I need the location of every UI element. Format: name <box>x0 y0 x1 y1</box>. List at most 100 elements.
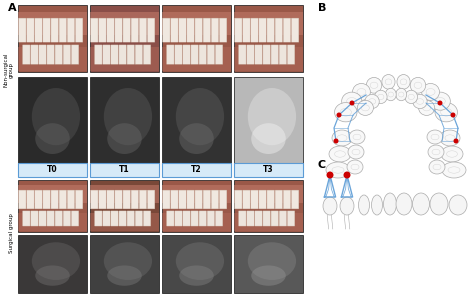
Ellipse shape <box>248 242 296 280</box>
Circle shape <box>454 138 458 143</box>
Bar <box>18 213 87 231</box>
FancyBboxPatch shape <box>18 190 26 209</box>
FancyBboxPatch shape <box>91 18 98 42</box>
Circle shape <box>450 112 456 117</box>
Bar <box>234 213 303 231</box>
FancyBboxPatch shape <box>292 190 299 209</box>
FancyBboxPatch shape <box>31 45 38 64</box>
FancyBboxPatch shape <box>51 18 58 42</box>
Ellipse shape <box>358 195 370 215</box>
FancyBboxPatch shape <box>271 45 279 64</box>
Ellipse shape <box>365 94 379 109</box>
Bar <box>90 77 159 165</box>
FancyBboxPatch shape <box>292 18 299 42</box>
Ellipse shape <box>430 193 448 215</box>
FancyBboxPatch shape <box>207 211 215 226</box>
Text: T3: T3 <box>263 165 274 175</box>
FancyBboxPatch shape <box>191 211 199 226</box>
FancyBboxPatch shape <box>166 45 174 64</box>
Bar <box>162 185 231 203</box>
Bar <box>18 12 87 35</box>
FancyBboxPatch shape <box>67 190 75 209</box>
FancyBboxPatch shape <box>255 211 262 226</box>
Bar <box>90 5 159 72</box>
Ellipse shape <box>366 77 382 93</box>
FancyBboxPatch shape <box>267 190 274 209</box>
Ellipse shape <box>251 123 286 154</box>
Ellipse shape <box>326 162 350 178</box>
FancyBboxPatch shape <box>255 45 262 64</box>
FancyBboxPatch shape <box>195 190 202 209</box>
FancyBboxPatch shape <box>287 45 295 64</box>
Text: Surgical group: Surgical group <box>9 214 14 253</box>
FancyBboxPatch shape <box>75 190 83 209</box>
FancyBboxPatch shape <box>51 190 58 209</box>
FancyBboxPatch shape <box>203 190 210 209</box>
Ellipse shape <box>419 100 435 115</box>
Circle shape <box>327 171 334 178</box>
FancyBboxPatch shape <box>131 18 138 42</box>
Bar <box>162 12 231 35</box>
FancyBboxPatch shape <box>127 45 135 64</box>
FancyBboxPatch shape <box>166 211 174 226</box>
FancyBboxPatch shape <box>283 190 291 209</box>
FancyBboxPatch shape <box>147 190 155 209</box>
Ellipse shape <box>104 88 152 145</box>
FancyBboxPatch shape <box>99 18 106 42</box>
FancyBboxPatch shape <box>238 45 246 64</box>
FancyBboxPatch shape <box>187 190 194 209</box>
Ellipse shape <box>397 75 410 89</box>
FancyBboxPatch shape <box>246 45 254 64</box>
FancyBboxPatch shape <box>103 211 110 226</box>
FancyBboxPatch shape <box>211 190 219 209</box>
Ellipse shape <box>176 242 224 280</box>
FancyBboxPatch shape <box>90 163 159 177</box>
Ellipse shape <box>382 75 395 89</box>
Circle shape <box>349 101 355 106</box>
FancyBboxPatch shape <box>179 190 186 209</box>
FancyBboxPatch shape <box>219 190 227 209</box>
FancyBboxPatch shape <box>43 190 50 209</box>
FancyBboxPatch shape <box>95 211 102 226</box>
Bar <box>162 77 231 165</box>
Ellipse shape <box>372 195 383 215</box>
FancyBboxPatch shape <box>18 163 87 177</box>
Bar <box>234 235 303 293</box>
FancyBboxPatch shape <box>135 211 143 226</box>
Ellipse shape <box>435 103 457 122</box>
Ellipse shape <box>348 145 364 159</box>
Ellipse shape <box>422 83 439 100</box>
Ellipse shape <box>332 130 352 146</box>
Text: A: A <box>8 3 17 13</box>
Ellipse shape <box>413 94 427 109</box>
FancyBboxPatch shape <box>63 211 71 226</box>
Ellipse shape <box>374 90 387 104</box>
FancyBboxPatch shape <box>35 18 42 42</box>
FancyBboxPatch shape <box>275 190 283 209</box>
FancyBboxPatch shape <box>71 211 79 226</box>
Bar <box>162 5 231 72</box>
FancyBboxPatch shape <box>31 211 38 226</box>
Ellipse shape <box>107 123 142 154</box>
Ellipse shape <box>383 193 396 215</box>
Ellipse shape <box>104 242 152 280</box>
FancyBboxPatch shape <box>39 45 46 64</box>
FancyBboxPatch shape <box>95 45 102 64</box>
FancyBboxPatch shape <box>39 211 46 226</box>
FancyBboxPatch shape <box>195 18 202 42</box>
Ellipse shape <box>405 90 418 104</box>
FancyBboxPatch shape <box>251 18 258 42</box>
FancyBboxPatch shape <box>59 18 67 42</box>
Ellipse shape <box>251 266 286 286</box>
Ellipse shape <box>412 193 429 215</box>
FancyBboxPatch shape <box>147 18 155 42</box>
Bar <box>90 213 159 231</box>
Text: T0: T0 <box>47 165 58 175</box>
FancyBboxPatch shape <box>71 45 79 64</box>
FancyBboxPatch shape <box>55 45 63 64</box>
Text: T1: T1 <box>119 165 130 175</box>
Ellipse shape <box>410 77 426 93</box>
Circle shape <box>337 112 341 117</box>
FancyBboxPatch shape <box>43 18 50 42</box>
Bar <box>234 77 303 165</box>
